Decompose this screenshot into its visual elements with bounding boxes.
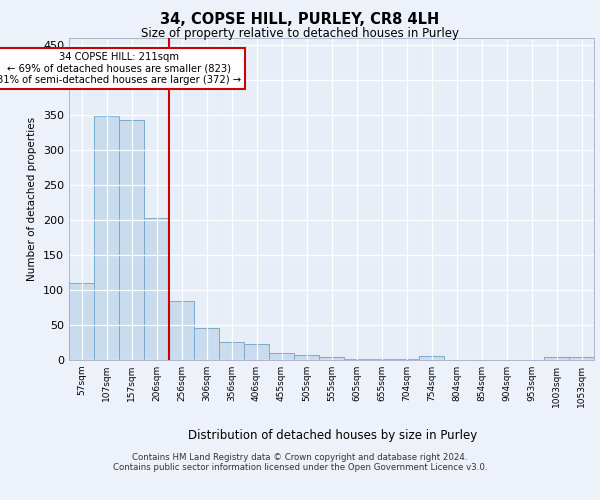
Bar	[144, 218, 169, 360]
Bar	[119, 120, 144, 360]
Text: Contains public sector information licensed under the Open Government Licence v3: Contains public sector information licen…	[113, 464, 487, 472]
Y-axis label: Number of detached properties: Number of detached properties	[28, 116, 37, 281]
Bar	[169, 301, 194, 360]
Text: 34 COPSE HILL: 211sqm
← 69% of detached houses are smaller (823)
31% of semi-det: 34 COPSE HILL: 211sqm ← 69% of detached …	[0, 52, 241, 84]
Text: 34, COPSE HILL, PURLEY, CR8 4LH: 34, COPSE HILL, PURLEY, CR8 4LH	[160, 12, 440, 28]
Bar	[544, 357, 569, 360]
Bar	[69, 283, 94, 360]
Bar	[94, 116, 119, 360]
Bar	[194, 328, 219, 360]
Bar	[569, 357, 594, 360]
Bar	[219, 342, 244, 360]
Bar	[269, 353, 294, 360]
Bar	[319, 357, 344, 360]
Bar	[419, 356, 444, 360]
Text: Distribution of detached houses by size in Purley: Distribution of detached houses by size …	[188, 430, 478, 442]
Text: Contains HM Land Registry data © Crown copyright and database right 2024.: Contains HM Land Registry data © Crown c…	[132, 454, 468, 462]
Bar	[294, 355, 319, 360]
Bar	[244, 344, 269, 360]
Text: Size of property relative to detached houses in Purley: Size of property relative to detached ho…	[141, 28, 459, 40]
